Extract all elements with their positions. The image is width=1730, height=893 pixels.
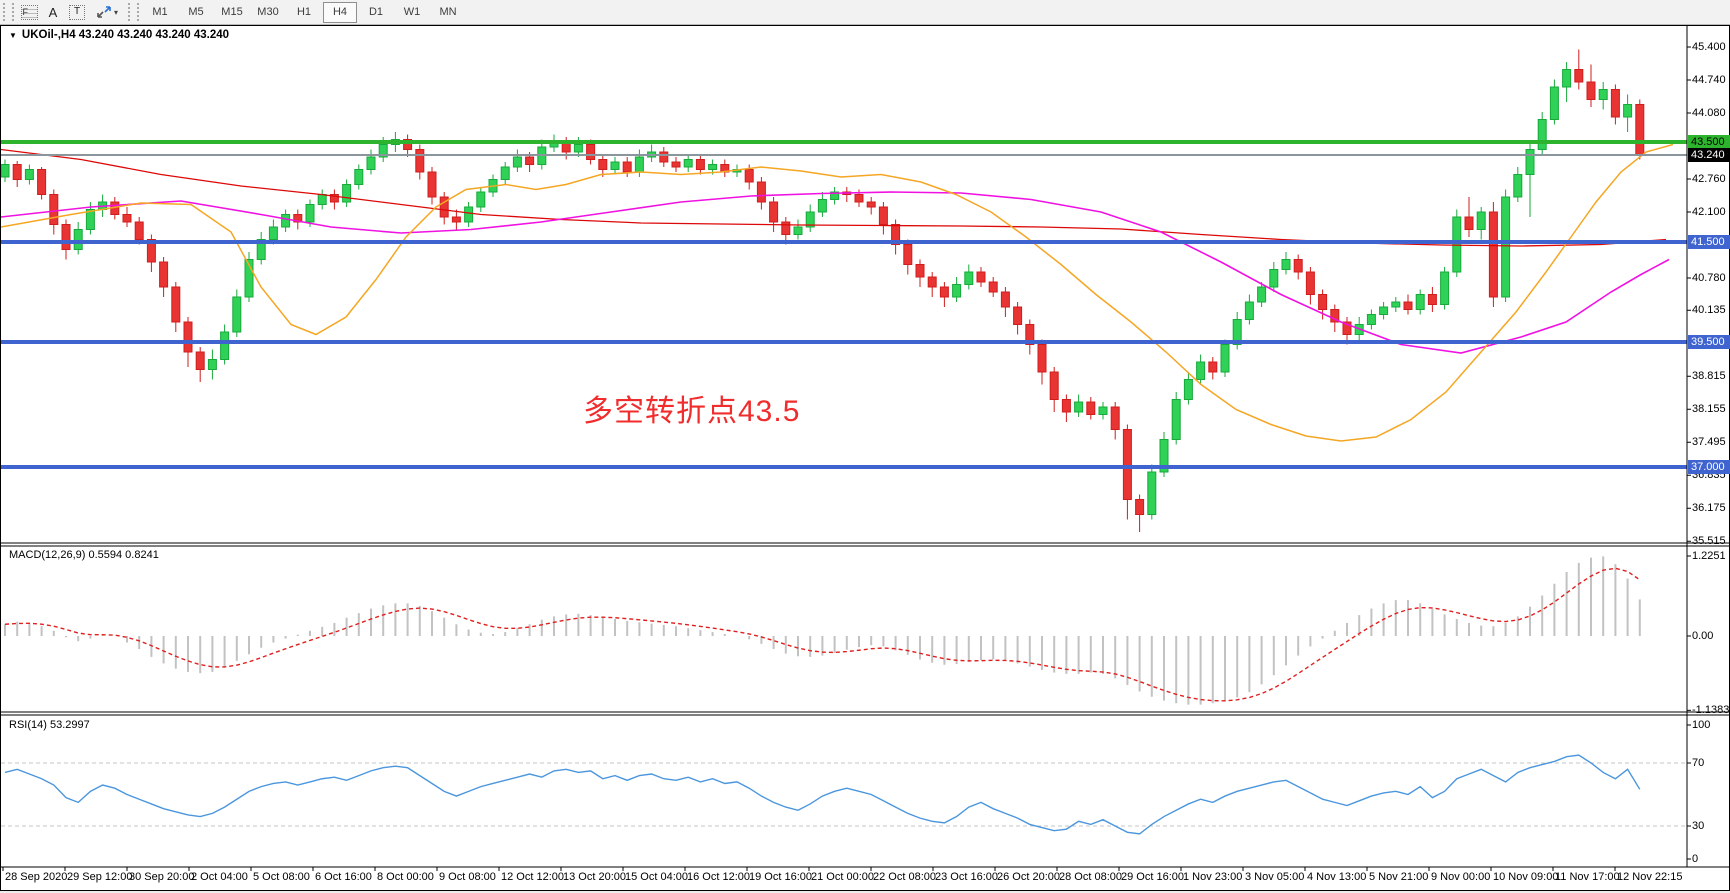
time-tick-label: 10 Nov 09:00 bbox=[1493, 871, 1559, 883]
time-tick-label: 8 Oct 00:00 bbox=[377, 871, 434, 883]
chart-annotation-text: 多空转折点43.5 bbox=[583, 395, 801, 428]
fibonacci-icon: F bbox=[20, 4, 38, 20]
macd-tick-label: 0.00 bbox=[1692, 630, 1714, 642]
price-tick-label: 45.400 bbox=[1692, 41, 1726, 53]
time-tick-label: 22 Oct 08:00 bbox=[873, 871, 936, 883]
time-tick-label: 12 Nov 22:15 bbox=[1617, 871, 1683, 883]
time-tick-label: 19 Oct 16:00 bbox=[749, 871, 812, 883]
price-tag-41.500: 41.500 bbox=[1688, 235, 1730, 249]
timeframe-button-W1[interactable]: W1 bbox=[403, 5, 421, 18]
time-tick-label: 26 Oct 20:00 bbox=[997, 871, 1060, 883]
time-tick-label: 29 Oct 16:00 bbox=[1121, 871, 1184, 883]
chart-window: ▼ UKOil-,H4 43.240 43.240 43.240 43.240 … bbox=[0, 25, 1730, 891]
price-tick-label: 40.135 bbox=[1692, 304, 1726, 317]
time-tick-label: 16 Oct 12:00 bbox=[687, 871, 750, 883]
price-tick-label: 37.495 bbox=[1692, 436, 1726, 449]
time-tick-label: 1 Nov 23:00 bbox=[1183, 871, 1243, 883]
timeframe-button-M30[interactable]: M30 bbox=[257, 5, 279, 18]
time-tick-label: 11 Nov 17:00 bbox=[1555, 871, 1620, 883]
timeframe-button-D1[interactable]: D1 bbox=[368, 5, 384, 18]
timeframe-button-group: M1 M5 M15 M30 H1 H4 D1 W1 MN bbox=[142, 1, 466, 23]
timeframe-button-MN[interactable]: MN bbox=[439, 5, 457, 18]
macd-tick-label: 1.2251 bbox=[1692, 550, 1726, 562]
price-tick-label: 38.815 bbox=[1692, 370, 1726, 383]
text-label-icon: T bbox=[69, 4, 85, 20]
price-tick-label: 35.515 bbox=[1692, 535, 1726, 548]
rsi-line bbox=[4, 754, 1641, 835]
time-tick-label: 3 Nov 05:00 bbox=[1245, 871, 1305, 883]
time-tick-label: 23 Oct 16:00 bbox=[935, 871, 998, 883]
chart-title-text: UKOil-,H4 43.240 43.240 43.240 43.240 bbox=[21, 29, 230, 41]
macd-histogram bbox=[4, 556, 1641, 705]
chart-title-collapse-icon[interactable]: ▼ bbox=[9, 30, 17, 40]
time-tick-label: 28 Oct 08:00 bbox=[1059, 871, 1122, 883]
time-tick-label: 15 Oct 04:00 bbox=[625, 871, 688, 883]
timeframe-button-M5[interactable]: M5 bbox=[188, 5, 204, 18]
fibonacci-tool-button[interactable]: F bbox=[18, 2, 40, 22]
rsi-indicator-label: RSI(14) 53.2997 bbox=[9, 719, 90, 731]
candles-group bbox=[1, 49, 1645, 532]
time-tick-label: 5 Nov 21:00 bbox=[1369, 871, 1429, 883]
arrows-icon bbox=[97, 6, 111, 18]
price-tick-label: 42.100 bbox=[1692, 206, 1726, 218]
timeframe-button-H1[interactable]: H1 bbox=[296, 5, 312, 18]
time-tick-label: 4 Nov 13:00 bbox=[1307, 871, 1367, 883]
chevron-down-icon: ▾ bbox=[113, 7, 118, 17]
price-tick-label: 38.155 bbox=[1692, 403, 1726, 416]
time-tick-label: 9 Nov 00:00 bbox=[1431, 871, 1491, 883]
price-tag-43.240: 43.240 bbox=[1688, 148, 1730, 162]
price-tick-label: 44.740 bbox=[1692, 74, 1726, 86]
timeframe-button-H4[interactable]: H4 bbox=[323, 1, 357, 23]
toolbar: F A T ▾ M1 M5 M15 M30 H1 H4 D1 W1 MN bbox=[0, 0, 1730, 25]
price-tick-label: 42.760 bbox=[1692, 173, 1726, 185]
text-tool-button[interactable]: A bbox=[42, 2, 64, 22]
text-a-icon: A bbox=[48, 4, 58, 20]
price-chart-canvas[interactable] bbox=[1, 26, 1729, 888]
rsi-tick-label: 0 bbox=[1692, 853, 1699, 865]
price-tag-37.000: 37.000 bbox=[1688, 460, 1730, 474]
price-tag-39.500: 39.500 bbox=[1688, 335, 1730, 349]
time-tick-label: 21 Oct 00:00 bbox=[811, 871, 874, 883]
time-tick-label: 29 Sep 12:00 bbox=[67, 871, 133, 883]
text-label-tool-button[interactable]: T bbox=[66, 2, 88, 22]
ma-line-orange bbox=[1, 143, 1674, 442]
macd-signal-line bbox=[4, 567, 1641, 702]
time-tick-label: 2 Oct 04:00 bbox=[191, 871, 248, 883]
time-tick-label: 9 Oct 08:00 bbox=[439, 871, 496, 883]
toolbar-grip[interactable] bbox=[3, 3, 14, 21]
rsi-tick-label: 30 bbox=[1692, 820, 1705, 832]
time-tick-label: 5 Oct 08:00 bbox=[253, 871, 310, 883]
macd-tick-label: -1.1383 bbox=[1692, 704, 1730, 717]
price-tick-label: 36.175 bbox=[1692, 502, 1726, 515]
timeframe-button-M15[interactable]: M15 bbox=[221, 5, 243, 18]
price-tick-label: 40.780 bbox=[1692, 272, 1726, 284]
time-tick-label: 6 Oct 16:00 bbox=[315, 871, 372, 883]
time-tick-label: 30 Sep 20:00 bbox=[129, 871, 195, 883]
arrows-tool-button[interactable]: ▾ bbox=[90, 2, 124, 22]
time-tick-label: 12 Oct 12:00 bbox=[501, 871, 564, 883]
chart-title[interactable]: ▼ UKOil-,H4 43.240 43.240 43.240 43.240 bbox=[9, 29, 229, 41]
time-tick-label: 13 Oct 20:00 bbox=[563, 871, 626, 883]
timeframe-button-M1[interactable]: M1 bbox=[152, 5, 168, 18]
price-tag-43.500: 43.500 bbox=[1688, 135, 1730, 149]
time-tick-label: 28 Sep 2020 bbox=[5, 871, 68, 883]
macd-indicator-label: MACD(12,26,9) 0.5594 0.8241 bbox=[9, 549, 159, 561]
toolbar-separator-grip[interactable] bbox=[128, 3, 139, 21]
rsi-tick-label: 100 bbox=[1692, 719, 1711, 731]
rsi-tick-label: 70 bbox=[1692, 757, 1705, 769]
price-tick-label: 44.080 bbox=[1692, 107, 1726, 119]
